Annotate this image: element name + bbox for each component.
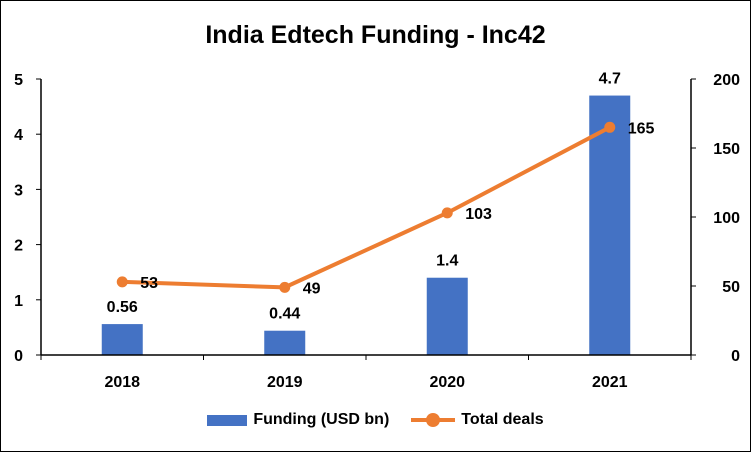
deals-marker-2019 [279, 281, 291, 293]
x-label-2021: 2021 [592, 374, 628, 391]
deals-marker-2020 [441, 207, 453, 219]
legend-label-deals: Total deals [461, 411, 544, 428]
tick-label-left-2: 2 [14, 238, 23, 255]
deals-label-2018: 53 [140, 275, 158, 292]
bar-2018 [101, 324, 143, 355]
bar-label-2019: 0.44 [269, 306, 300, 323]
tick-label-right-50: 50 [722, 279, 740, 296]
bar-2020 [426, 277, 468, 355]
tick-label-right-150: 150 [713, 141, 740, 158]
deals-marker-2018 [116, 276, 128, 288]
legend-swatch-deals-marker [426, 413, 441, 427]
deals-marker-2021 [604, 121, 616, 133]
chart-title: India Edtech Funding - Inc42 [205, 21, 546, 49]
x-label-2019: 2019 [267, 374, 303, 391]
tick-label-left-1: 1 [14, 293, 23, 310]
bar-2021 [589, 95, 631, 355]
legend-item-deals[interactable]: Total deals [411, 411, 544, 429]
legend-swatch-deals [411, 413, 456, 427]
bar-2019 [264, 330, 306, 355]
tick-label-right-200: 200 [713, 72, 740, 89]
legend-label-funding: Funding (USD bn) [253, 411, 390, 428]
deals-label-2019: 49 [303, 280, 321, 297]
tick-label-right-100: 100 [713, 210, 740, 227]
bar-label-2021: 4.7 [599, 71, 621, 88]
tick-label-right-0: 0 [731, 348, 740, 365]
x-label-2018: 2018 [104, 374, 140, 391]
tick-label-left-5: 5 [14, 72, 23, 89]
tick-label-left-0: 0 [14, 348, 23, 365]
legend-swatch-funding [207, 414, 248, 426]
tick-label-left-3: 3 [14, 182, 23, 199]
tick-label-left-4: 4 [14, 127, 23, 144]
deals-label-2020: 103 [465, 206, 492, 223]
deals-line [122, 125, 611, 290]
bar-label-2018: 0.56 [107, 299, 138, 316]
bar-label-2020: 1.4 [436, 253, 458, 270]
legend-item-funding[interactable]: Funding (USD bn) [207, 411, 389, 429]
deals-label-2021: 165 [628, 120, 655, 137]
x-label-2020: 2020 [429, 374, 465, 391]
legend: Funding (USD bn) Total deals [1, 411, 750, 429]
